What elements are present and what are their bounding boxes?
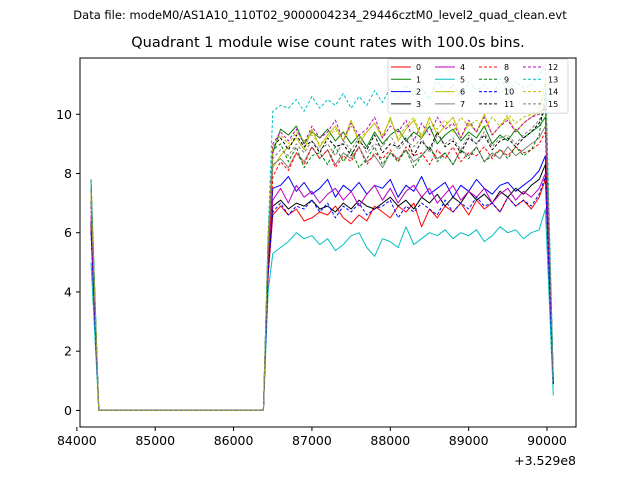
series-line-5 bbox=[90, 208, 554, 411]
y-tick-label: 0 bbox=[64, 403, 72, 418]
legend-label-7: 7 bbox=[460, 100, 465, 109]
legend-label-6: 6 bbox=[460, 88, 465, 97]
axes-layer: 84000 85000 86000 87000 88000 89000 90000 +3.52… bbox=[56, 57, 577, 468]
series-line-12 bbox=[90, 104, 554, 411]
y-tick-label: 8 bbox=[64, 166, 72, 181]
legend-label-10: 10 bbox=[504, 88, 514, 97]
legend-label-12: 12 bbox=[548, 63, 558, 72]
series-line-9 bbox=[90, 93, 554, 411]
series-line-15 bbox=[90, 104, 554, 411]
legend-label-1: 1 bbox=[416, 75, 421, 84]
legend-box bbox=[387, 58, 569, 114]
series-layer bbox=[90, 63, 554, 411]
x-tick-label: 87000 bbox=[292, 433, 332, 448]
series-line-2 bbox=[90, 155, 554, 411]
series-line-6 bbox=[90, 81, 554, 411]
x-tick-label: 89000 bbox=[449, 433, 489, 448]
y-tick-label: 10 bbox=[56, 107, 72, 122]
legend-label-13: 13 bbox=[548, 75, 558, 84]
chart-title: Quadrant 1 module wise count rates with … bbox=[131, 35, 525, 51]
series-line-0 bbox=[90, 178, 554, 411]
series-line-10 bbox=[90, 176, 554, 411]
x-tick-label: 84000 bbox=[57, 433, 97, 448]
legend-label-3: 3 bbox=[416, 100, 421, 109]
series-line-3 bbox=[90, 164, 554, 411]
x-tick-label: 86000 bbox=[214, 433, 254, 448]
legend-label-0: 0 bbox=[416, 63, 421, 72]
legend-label-11: 11 bbox=[504, 100, 514, 109]
y-tick-label: 4 bbox=[64, 284, 72, 299]
legend-label-9: 9 bbox=[504, 75, 509, 84]
series-line-1 bbox=[90, 116, 554, 411]
y-tick-label: 6 bbox=[64, 225, 72, 240]
series-line-11 bbox=[90, 107, 554, 411]
legend-label-15: 15 bbox=[548, 100, 558, 109]
y-tick-label: 2 bbox=[64, 344, 72, 359]
legend-label-14: 14 bbox=[548, 88, 558, 97]
figure-suptitle: Data file: modeM0/AS1A10_110T02_90000042… bbox=[73, 8, 567, 22]
plot-frame bbox=[79, 57, 577, 428]
series-line-8 bbox=[90, 131, 554, 411]
legend-label-8: 8 bbox=[504, 63, 509, 72]
series-line-7 bbox=[90, 125, 554, 411]
series-line-4 bbox=[90, 173, 554, 411]
x-offset-label: +3.529e8 bbox=[514, 453, 576, 468]
legend-label-5: 5 bbox=[460, 75, 465, 84]
legend-label-2: 2 bbox=[416, 88, 421, 97]
series-line-14 bbox=[90, 93, 554, 411]
legend-label-4: 4 bbox=[460, 63, 465, 72]
x-tick-label: 90000 bbox=[527, 433, 567, 448]
x-tick-label: 88000 bbox=[370, 433, 410, 448]
x-tick-label: 85000 bbox=[135, 433, 175, 448]
